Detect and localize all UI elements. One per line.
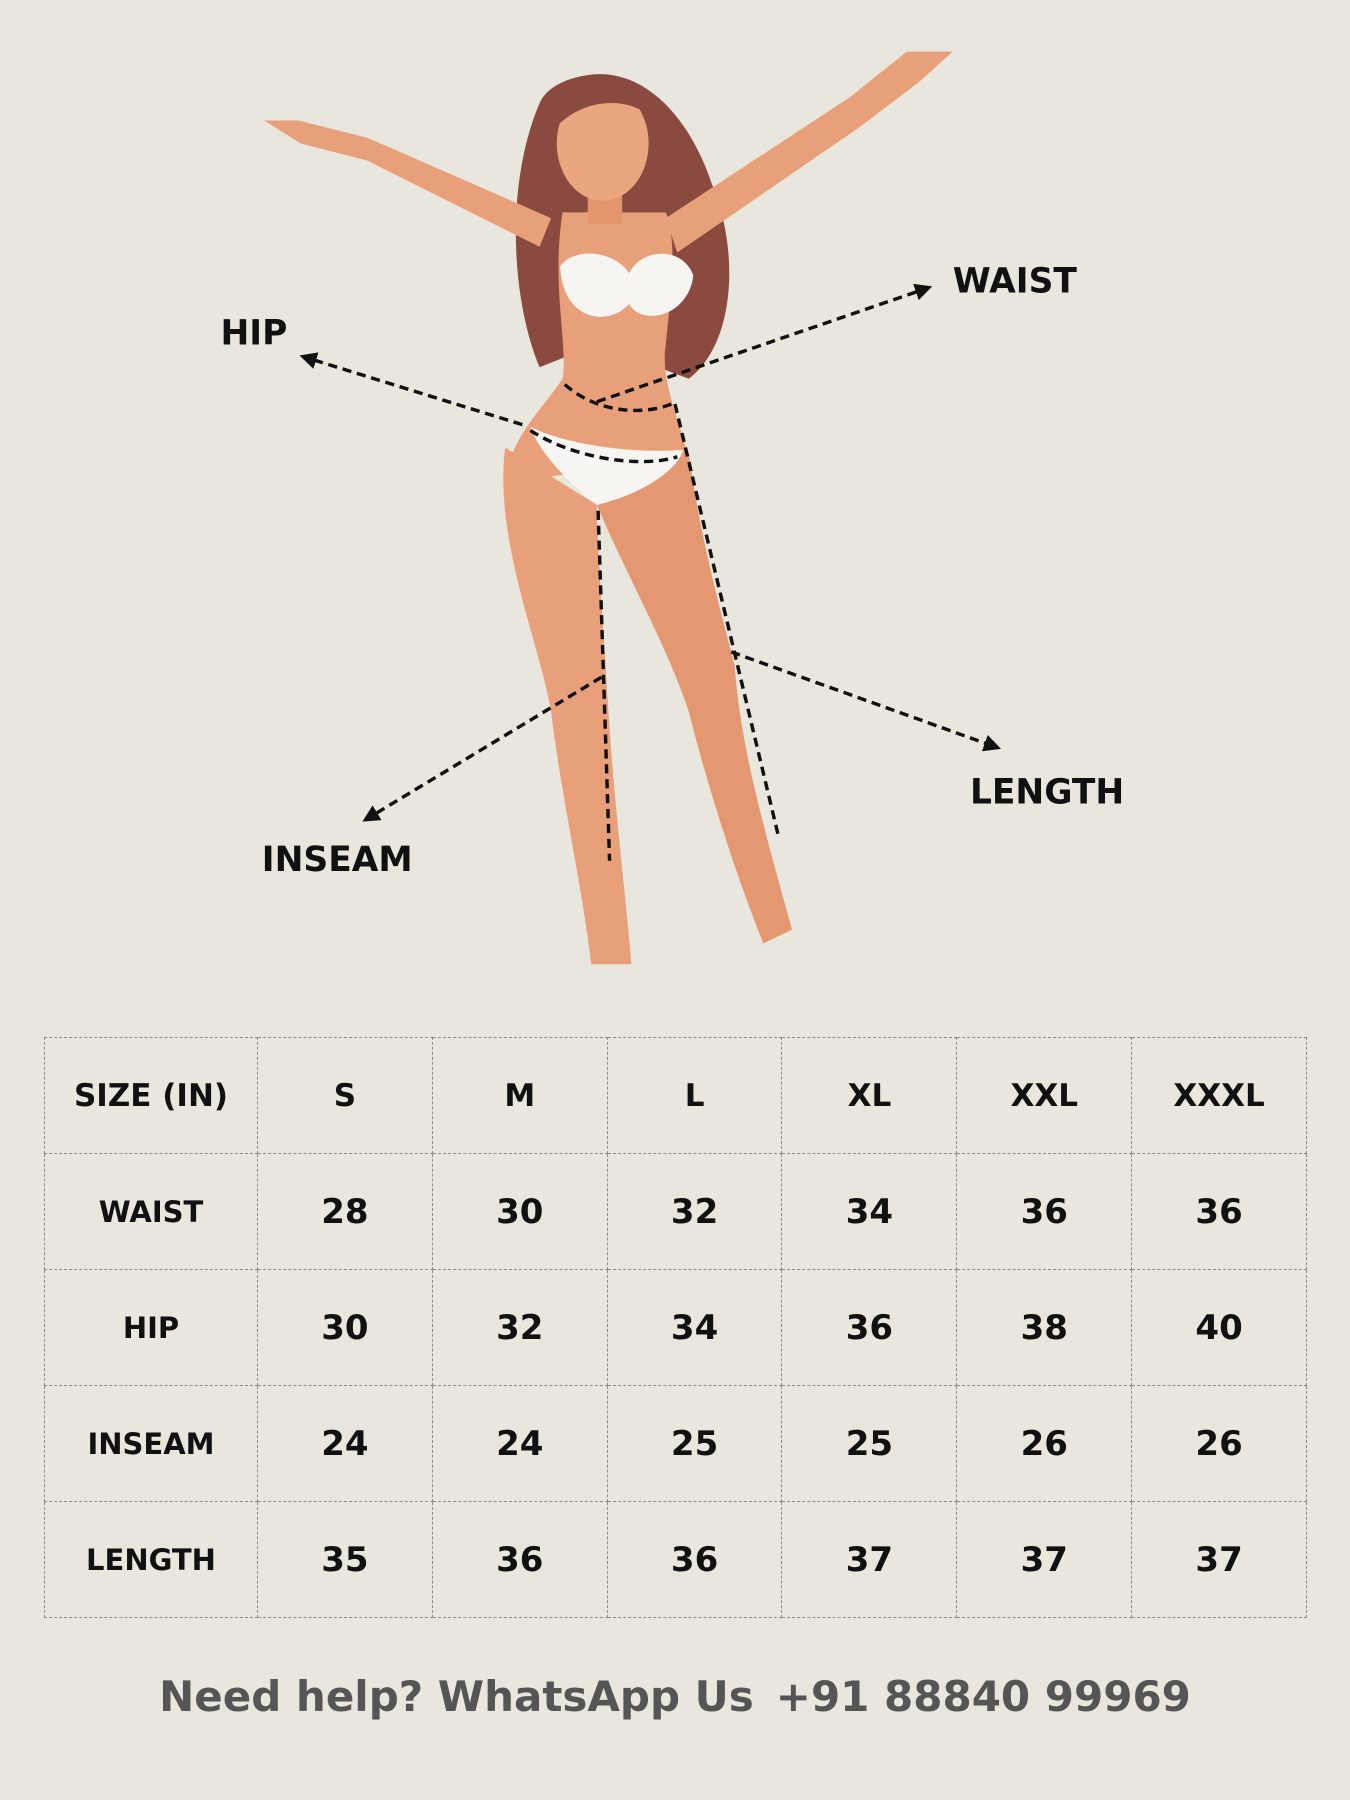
- table-cell: 24: [257, 1385, 433, 1502]
- table-cell: 36: [956, 1153, 1133, 1270]
- row-label: LENGTH: [44, 1501, 258, 1618]
- row-label: INSEAM: [44, 1385, 258, 1502]
- table-cell: 36: [1131, 1153, 1307, 1270]
- help-footer: Need help? WhatsApp Us +91 88840 99969: [0, 1672, 1350, 1721]
- header-cell: L: [606, 1037, 783, 1154]
- table-cell: 34: [781, 1153, 958, 1270]
- header-cell: XXXL: [1131, 1037, 1307, 1154]
- label-length: LENGTH: [970, 772, 1124, 812]
- table-cell: 32: [431, 1269, 608, 1386]
- help-text: Need help? WhatsApp Us: [159, 1672, 754, 1721]
- table-cell: 30: [257, 1269, 433, 1386]
- table-cell: 40: [1131, 1269, 1307, 1386]
- table-header-row: SIZE (IN) S M L XL XXL XXXL: [44, 1037, 1307, 1154]
- table-cell: 24: [431, 1385, 608, 1502]
- label-hip: HIP: [221, 313, 288, 353]
- row-label: WAIST: [44, 1153, 258, 1270]
- measurement-illustration: WAIST HIP LENGTH INSEAM: [221, 51, 1124, 965]
- header-cell: M: [431, 1037, 608, 1154]
- table-cell: 30: [431, 1153, 608, 1270]
- table-row: HIP 30 32 34 36 38 40: [44, 1269, 1307, 1386]
- table-cell: 25: [781, 1385, 958, 1502]
- table-cell: 35: [257, 1501, 433, 1618]
- table-cell: 34: [606, 1269, 783, 1386]
- table-cell: 36: [606, 1501, 783, 1618]
- table-row: WAIST 28 30 32 34 36 36: [44, 1153, 1307, 1270]
- label-inseam: INSEAM: [262, 840, 413, 880]
- table-cell: 32: [606, 1153, 783, 1270]
- header-cell: SIZE (IN): [44, 1037, 258, 1154]
- table-cell: 36: [781, 1269, 958, 1386]
- label-waist: WAIST: [953, 262, 1078, 302]
- table-cell: 26: [1131, 1385, 1307, 1502]
- table-cell: 26: [956, 1385, 1133, 1502]
- table-cell: 38: [956, 1269, 1133, 1386]
- header-cell: S: [257, 1037, 433, 1154]
- table-row: INSEAM 24 24 25 25 26 26: [44, 1385, 1307, 1502]
- table-row: LENGTH 35 36 36 37 37 37: [44, 1501, 1307, 1618]
- row-label: HIP: [44, 1269, 258, 1386]
- table-cell: 28: [257, 1153, 433, 1270]
- table-cell: 36: [431, 1501, 608, 1618]
- table-cell: 37: [956, 1501, 1133, 1618]
- table-cell: 37: [781, 1501, 958, 1618]
- table-cell: 37: [1131, 1501, 1307, 1618]
- header-cell: XXL: [956, 1037, 1133, 1154]
- header-cell: XL: [781, 1037, 958, 1154]
- size-chart-table: SIZE (IN) S M L XL XXL XXXL WAIST 28 30 …: [44, 1037, 1307, 1618]
- measurement-lines: [299, 283, 1002, 861]
- whatsapp-phone-number[interactable]: +91 88840 99969: [775, 1672, 1191, 1721]
- table-cell: 25: [606, 1385, 783, 1502]
